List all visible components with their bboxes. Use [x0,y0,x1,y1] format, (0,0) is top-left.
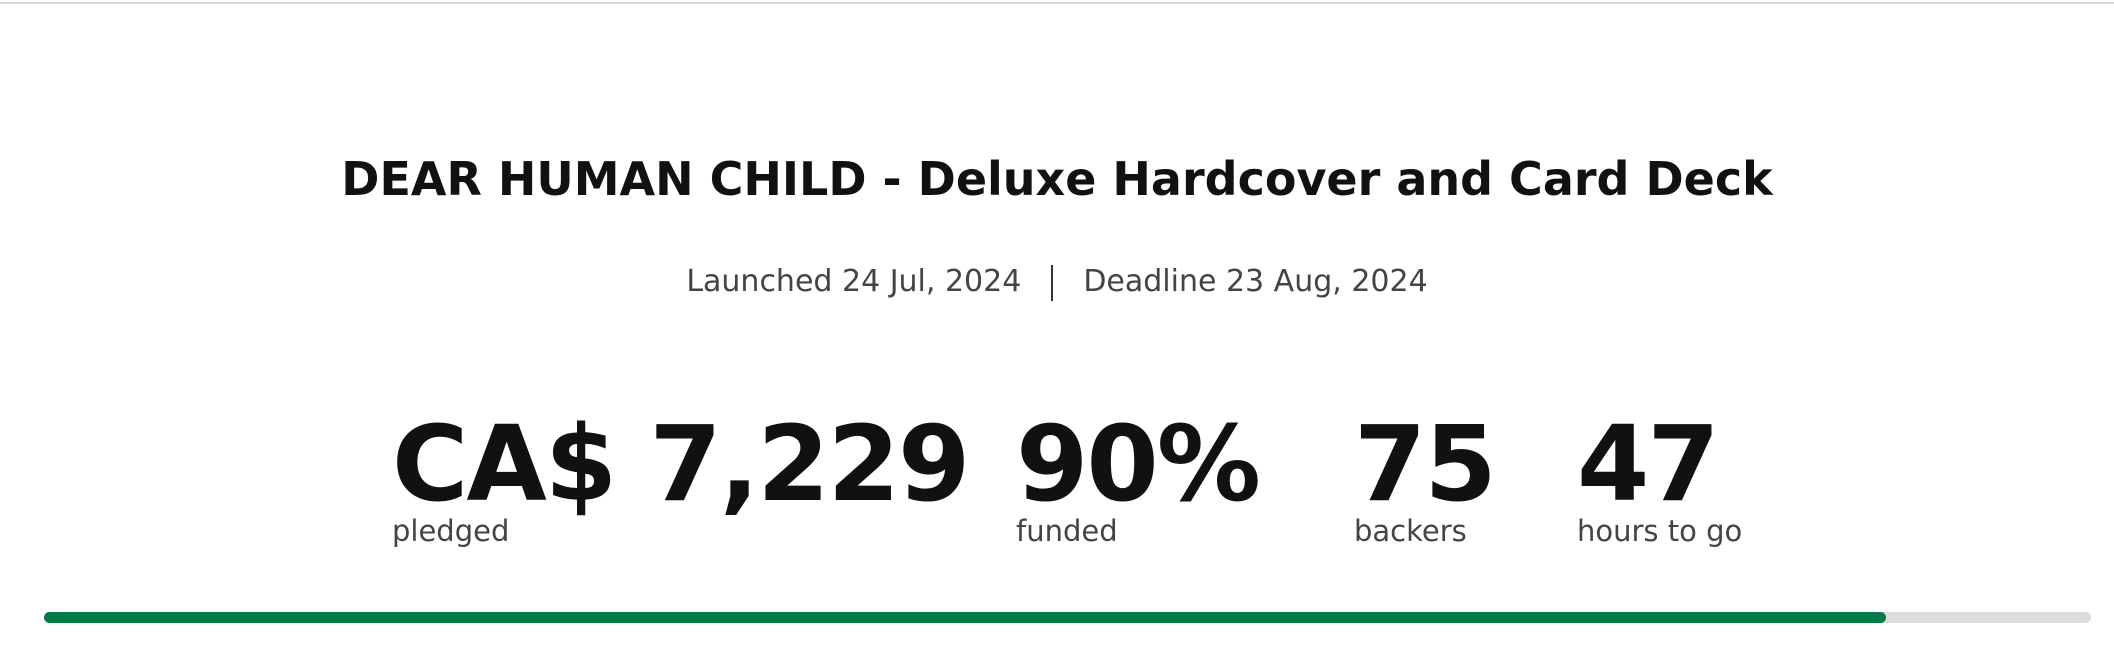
progress-track [44,612,2091,623]
stat-value: 90% [1016,403,1261,525]
progress-fill [44,612,1887,623]
stat-funded: 90% funded [1016,403,1261,548]
stat-label: backers [1354,514,1467,548]
stat-value: CA$ 7,229 [392,403,970,525]
stat-value: 47 [1577,403,1720,525]
separator [1051,264,1054,301]
top-border [0,2,2114,4]
stat-backers: 75 backers [1354,403,1497,548]
stat-value: 75 [1354,403,1497,525]
stat-hours: 47 hours to go [1577,406,1742,548]
stat-label: funded [1016,514,1118,548]
stat-pledged: CA$ 7,229 pledged [392,403,970,548]
stat-label: hours to go [1577,514,1743,548]
deadline-date: Deadline 23 Aug, 2024 [1083,264,1428,299]
launched-date: Launched 24 Jul, 2024 [686,264,1022,299]
project-title: DEAR HUMAN CHILD - Deluxe Hardcover and … [341,152,1773,206]
stat-label: pledged [392,514,510,548]
project-dates: Launched 24 Jul, 2024 Deadline 23 Aug, 20… [0,264,2114,301]
